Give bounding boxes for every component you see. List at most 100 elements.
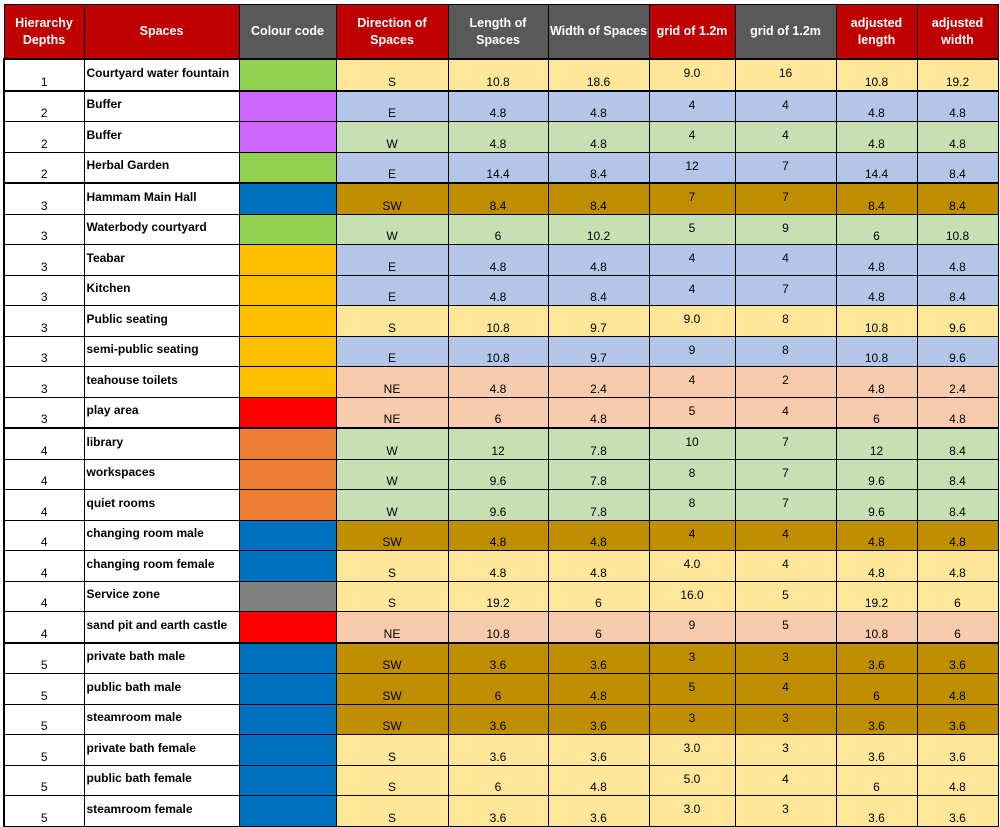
depth-cell: 1 xyxy=(3,58,85,91)
grid-length-cell: 9 xyxy=(648,335,736,367)
adjusted-length-cell: 19.2 xyxy=(835,580,918,612)
space-name-cell: changing room female xyxy=(83,550,240,582)
direction-cell: W xyxy=(335,121,449,153)
direction-cell: E xyxy=(335,335,449,367)
length-cell: 4.8 xyxy=(447,550,549,582)
space-name-cell: teahouse toilets xyxy=(83,366,240,398)
grid-width-cell: 5 xyxy=(734,611,837,643)
depth-cell: 4 xyxy=(3,611,85,643)
depth-cell: 2 xyxy=(3,151,85,184)
grid-length-cell: 3 xyxy=(648,641,736,674)
adjusted-width-cell: 3.6 xyxy=(916,703,999,735)
space-name-cell: quiet rooms xyxy=(83,489,240,521)
adjusted-length-cell: 3.6 xyxy=(835,795,918,827)
depth-cell: 5 xyxy=(3,734,85,766)
colour-swatch xyxy=(238,489,337,521)
colour-swatch xyxy=(238,396,337,429)
table-row: 4 sand pit and earth castle NE 10.8 6 9 5 10.8 6 xyxy=(3,611,999,643)
colour-swatch xyxy=(238,764,337,796)
depth-cell: 4 xyxy=(3,458,85,490)
grid-width-cell: 4 xyxy=(734,519,837,551)
length-cell: 8.4 xyxy=(447,182,549,215)
grid-width-cell: 3 xyxy=(734,703,837,735)
space-name-cell: semi-public seating xyxy=(83,335,240,367)
space-name-cell: Service zone xyxy=(83,580,240,612)
adjusted-width-cell: 4.8 xyxy=(916,396,999,429)
space-name-cell: Hammam Main Hall xyxy=(83,182,240,215)
length-cell: 19.2 xyxy=(447,580,549,612)
length-cell: 6 xyxy=(447,673,549,705)
grid-width-cell: 7 xyxy=(734,489,837,521)
colour-swatch xyxy=(238,244,337,276)
direction-cell: SW xyxy=(335,703,449,735)
grid-length-cell: 7 xyxy=(648,182,736,215)
depth-cell: 4 xyxy=(3,489,85,521)
depth-cell: 3 xyxy=(3,244,85,276)
adjusted-length-cell: 4.8 xyxy=(835,121,918,153)
width-cell: 18.6 xyxy=(547,58,650,91)
grid-length-cell: 4 xyxy=(648,366,736,398)
length-cell: 9.6 xyxy=(447,458,549,490)
depth-cell: 3 xyxy=(3,366,85,398)
length-cell: 10.8 xyxy=(447,305,549,337)
table-row: 3 Teabar E 4.8 4.8 4 4 4.8 4.8 xyxy=(3,244,999,276)
grid-width-cell: 4 xyxy=(734,121,837,153)
table-row: 5 steamroom female S 3.6 3.6 3.0 3 3.6 3.6 xyxy=(3,795,999,827)
table-row: 3 Kitchen E 4.8 8.4 4 7 4.8 8.4 xyxy=(3,274,999,306)
grid-length-cell: 8 xyxy=(648,458,736,490)
adjusted-width-cell: 8.4 xyxy=(916,274,999,306)
width-cell: 6 xyxy=(547,611,650,643)
length-cell: 10.8 xyxy=(447,58,549,91)
direction-cell: S xyxy=(335,580,449,612)
depth-cell: 2 xyxy=(3,121,85,153)
width-cell: 4.8 xyxy=(547,673,650,705)
grid-length-cell: 5 xyxy=(648,673,736,705)
table-row: 4 library W 12 7.8 10 7 12 8.4 xyxy=(3,427,999,460)
length-cell: 6 xyxy=(447,396,549,429)
table-row: 1 Courtyard water fountain S 10.8 18.6 9.0 16 1… xyxy=(3,58,999,91)
colour-swatch xyxy=(238,58,337,91)
grid-width-cell: 3 xyxy=(734,641,837,674)
colour-swatch xyxy=(238,673,337,705)
adjusted-width-cell: 8.4 xyxy=(916,458,999,490)
grid-width-cell: 5 xyxy=(734,580,837,612)
grid-length-cell: 5.0 xyxy=(648,764,736,796)
width-cell: 4.8 xyxy=(547,550,650,582)
space-name-cell: steamroom female xyxy=(83,795,240,827)
header-spaces: Spaces xyxy=(83,4,240,60)
adjusted-length-cell: 14.4 xyxy=(835,151,918,184)
width-cell: 9.7 xyxy=(547,335,650,367)
table-row: 3 Hammam Main Hall SW 8.4 8.4 7 7 8.4 8.4 xyxy=(3,182,999,215)
depth-cell: 4 xyxy=(3,580,85,612)
adjusted-width-cell: 3.6 xyxy=(916,734,999,766)
grid-length-cell: 12 xyxy=(648,151,736,184)
space-name-cell: private bath female xyxy=(83,734,240,766)
width-cell: 2.4 xyxy=(547,366,650,398)
grid-length-cell: 9.0 xyxy=(648,305,736,337)
space-name-cell: Herbal Garden xyxy=(83,151,240,184)
space-name-cell: play area xyxy=(83,396,240,429)
direction-cell: SW xyxy=(335,182,449,215)
colour-swatch xyxy=(238,427,337,460)
grid-width-cell: 3 xyxy=(734,734,837,766)
direction-cell: W xyxy=(335,427,449,460)
width-cell: 3.6 xyxy=(547,703,650,735)
length-cell: 10.8 xyxy=(447,611,549,643)
direction-cell: S xyxy=(335,764,449,796)
colour-swatch xyxy=(238,580,337,612)
table-row: 4 changing room male SW 4.8 4.8 4 4 4.8 4.8 xyxy=(3,519,999,551)
colour-swatch xyxy=(238,182,337,215)
adjusted-width-cell: 8.4 xyxy=(916,427,999,460)
colour-swatch xyxy=(238,734,337,766)
colour-swatch xyxy=(238,611,337,643)
adjusted-length-cell: 6 xyxy=(835,213,918,245)
adjusted-width-cell: 9.6 xyxy=(916,305,999,337)
header-colour-code: Colour code xyxy=(238,4,337,60)
width-cell: 8.4 xyxy=(547,182,650,215)
grid-length-cell: 3 xyxy=(648,703,736,735)
grid-width-cell: 7 xyxy=(734,274,837,306)
width-cell: 3.6 xyxy=(547,641,650,674)
adjusted-length-cell: 4.8 xyxy=(835,89,918,122)
colour-swatch xyxy=(238,519,337,551)
length-cell: 3.6 xyxy=(447,641,549,674)
